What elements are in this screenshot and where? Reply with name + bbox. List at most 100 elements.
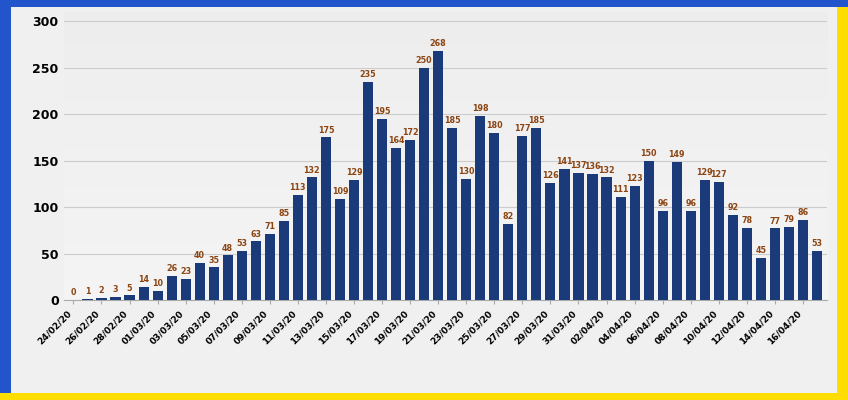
- Text: 78: 78: [741, 216, 752, 225]
- Bar: [209, 268, 219, 300]
- Text: 5: 5: [127, 284, 132, 292]
- Bar: [714, 182, 724, 300]
- Text: 14: 14: [138, 275, 149, 284]
- Bar: [532, 128, 541, 300]
- Text: 164: 164: [388, 136, 404, 145]
- Text: 92: 92: [728, 203, 739, 212]
- Bar: [335, 199, 345, 300]
- Bar: [573, 173, 583, 300]
- Bar: [588, 174, 598, 300]
- Bar: [770, 228, 780, 300]
- Bar: [237, 251, 247, 300]
- Text: 26: 26: [166, 264, 177, 273]
- Text: 129: 129: [346, 168, 362, 177]
- Text: 45: 45: [756, 246, 767, 256]
- Bar: [503, 224, 513, 300]
- Bar: [293, 195, 303, 300]
- Text: 96: 96: [685, 199, 696, 208]
- Text: 63: 63: [250, 230, 261, 239]
- Text: 82: 82: [503, 212, 514, 221]
- Bar: [728, 214, 738, 300]
- Text: 77: 77: [769, 217, 780, 226]
- Text: 235: 235: [360, 70, 377, 79]
- Text: 0: 0: [70, 288, 76, 297]
- Bar: [517, 136, 527, 300]
- Bar: [433, 51, 444, 300]
- Bar: [672, 162, 682, 300]
- Text: 40: 40: [194, 251, 205, 260]
- Bar: [349, 180, 359, 300]
- Text: 136: 136: [584, 162, 600, 171]
- Text: 3: 3: [113, 286, 118, 294]
- Bar: [153, 291, 163, 300]
- Text: 35: 35: [209, 256, 220, 265]
- Bar: [742, 228, 752, 300]
- Text: 129: 129: [696, 168, 713, 177]
- Text: 185: 185: [444, 116, 460, 125]
- Bar: [798, 220, 808, 300]
- Bar: [265, 234, 275, 300]
- Bar: [110, 297, 120, 300]
- Bar: [391, 148, 401, 300]
- Text: 109: 109: [332, 187, 349, 196]
- Bar: [489, 133, 499, 300]
- Bar: [125, 295, 135, 300]
- Text: 141: 141: [556, 157, 572, 166]
- Bar: [461, 179, 471, 300]
- Text: 175: 175: [318, 126, 334, 135]
- Bar: [812, 251, 822, 300]
- Text: 130: 130: [458, 168, 475, 176]
- Text: 86: 86: [797, 208, 808, 217]
- Bar: [138, 287, 148, 300]
- Bar: [251, 242, 261, 300]
- Text: 96: 96: [657, 199, 668, 208]
- Bar: [756, 258, 766, 300]
- Text: 85: 85: [278, 209, 289, 218]
- Text: 111: 111: [612, 185, 629, 194]
- Bar: [307, 177, 317, 300]
- Bar: [447, 128, 457, 300]
- Text: 53: 53: [237, 239, 248, 248]
- Bar: [601, 177, 611, 300]
- Bar: [363, 82, 373, 300]
- Text: 132: 132: [304, 166, 321, 174]
- Bar: [279, 221, 289, 300]
- Text: 113: 113: [290, 183, 306, 192]
- Bar: [784, 227, 794, 300]
- Bar: [419, 68, 429, 300]
- Bar: [657, 211, 667, 300]
- Bar: [686, 211, 695, 300]
- Bar: [616, 197, 626, 300]
- Bar: [321, 138, 331, 300]
- Text: 172: 172: [402, 128, 418, 138]
- Text: 180: 180: [486, 121, 503, 130]
- Bar: [475, 116, 485, 300]
- Text: 123: 123: [627, 174, 643, 183]
- Text: 1: 1: [85, 287, 90, 296]
- Text: 71: 71: [265, 222, 276, 231]
- Text: 48: 48: [222, 244, 233, 253]
- Text: 23: 23: [180, 267, 191, 276]
- Text: 177: 177: [514, 124, 531, 133]
- Text: 10: 10: [152, 279, 163, 288]
- Bar: [629, 186, 639, 300]
- Bar: [97, 298, 107, 300]
- Bar: [560, 169, 570, 300]
- Bar: [700, 180, 710, 300]
- Bar: [223, 256, 233, 300]
- Text: 198: 198: [472, 104, 488, 113]
- Bar: [82, 299, 92, 300]
- Text: 185: 185: [528, 116, 544, 125]
- Bar: [644, 161, 654, 300]
- Text: 53: 53: [812, 239, 823, 248]
- Text: 250: 250: [416, 56, 432, 65]
- Text: 150: 150: [640, 149, 657, 158]
- Bar: [377, 119, 388, 300]
- Text: 2: 2: [98, 286, 104, 295]
- Text: 132: 132: [598, 166, 615, 174]
- Bar: [405, 140, 416, 300]
- Text: 268: 268: [430, 39, 447, 48]
- Bar: [166, 276, 176, 300]
- Text: 79: 79: [784, 215, 795, 224]
- Text: 149: 149: [668, 150, 685, 159]
